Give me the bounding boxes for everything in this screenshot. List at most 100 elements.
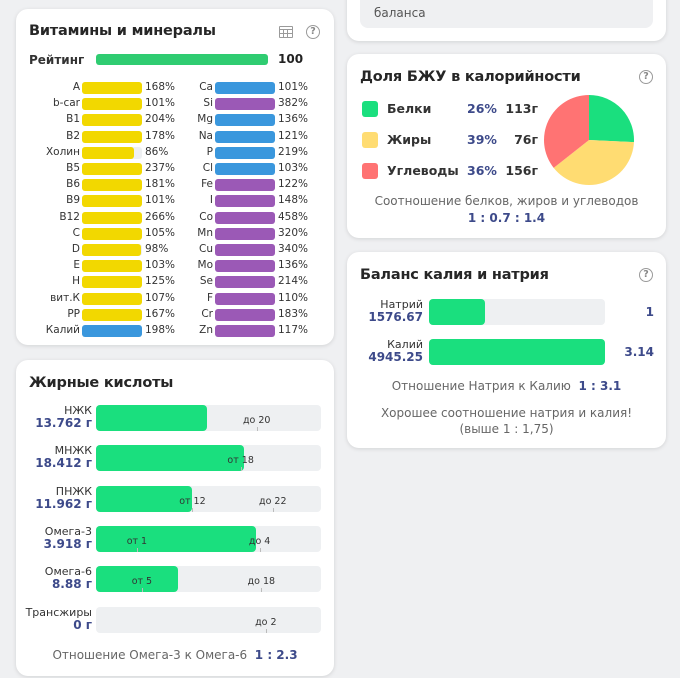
fat-value: 3.918 г [43, 536, 92, 551]
balance-name: Натрий [380, 298, 423, 311]
help-icon[interactable]: ? [639, 268, 653, 282]
balance-value: 4945.25 [368, 350, 423, 364]
nutrient-row: P 219% [16, 145, 334, 160]
fat-track: от 5 до 18 [96, 566, 321, 593]
info-box: баланса [360, 0, 653, 28]
table-icon[interactable] [279, 26, 293, 38]
nutrient-percent: 103% [278, 162, 309, 174]
nutrient-percent: 136% [278, 259, 309, 272]
fat-value: 13.762 г [35, 416, 92, 430]
fat-norm-mark: до 18 [247, 576, 276, 588]
nutrient-bar [82, 211, 142, 224]
nutrient-percent: 101% [145, 97, 176, 110]
balance-fill [429, 339, 605, 365]
nutrient-name: B9 [66, 194, 80, 207]
nutrient-row: Cr 183% [16, 307, 334, 322]
nutrient-row: Zn 117% [16, 323, 334, 338]
nutrient-bar [215, 211, 275, 224]
nutrient-name: вит.К [50, 291, 80, 304]
nutrient-row: B9 101% [16, 193, 334, 208]
nutrient-name: Калий [45, 324, 80, 336]
card-title: Баланс калия и натрия [360, 267, 549, 283]
nutrient-bar [215, 276, 275, 289]
fat-norm-tick [136, 547, 138, 552]
nutrient-percent: 117% [278, 324, 309, 336]
fat-norm-tick [272, 507, 274, 512]
nutrient-bar [215, 292, 275, 305]
nutrient-percent: 181% [145, 178, 176, 191]
nutrient-bar [215, 325, 275, 337]
nutrient-name: Co [199, 210, 213, 223]
nutrient-bar [82, 114, 142, 127]
nutrient-name: B2 [66, 129, 80, 142]
ratio-value: 1 : 3.1 [578, 379, 622, 393]
bju-note: Соотношение белков, жиров и углеводов [374, 194, 639, 208]
nutrient-row: I 148% [16, 193, 334, 208]
legend-grams: 113г [505, 101, 538, 116]
card-title: Жирные кислоты [29, 375, 174, 391]
nutrient-name: Cu [199, 243, 213, 255]
nutrient-name: C [72, 226, 80, 239]
legend-swatch [362, 132, 378, 148]
nutrient-name: F [206, 291, 213, 304]
pie-slice-3 [544, 95, 589, 168]
fat-fill [96, 405, 207, 431]
nutrient-percent: 340% [278, 243, 309, 255]
nutrient-percent: 168% [145, 81, 176, 93]
nutrient-row: E 103% [16, 258, 334, 273]
fat-norm-tick [265, 628, 267, 633]
fat-value: 11.962 г [35, 496, 92, 511]
nutrient-name: Mo [197, 259, 213, 272]
nutrient-row: B12 266% [16, 210, 334, 225]
nutrient-name: PP [67, 307, 80, 320]
nutrient-bar [82, 130, 142, 143]
legend-grams: 76г [514, 132, 538, 147]
ratio-label: Отношение Натрия к Калию [391, 379, 571, 393]
nutrient-name: Si [203, 97, 213, 110]
fat-name: Трансжиры [25, 605, 92, 619]
nutrient-row: C 105% [16, 226, 334, 241]
fat-norm-mark: до 4 [248, 535, 271, 547]
nutrient-name: Zn [199, 324, 213, 336]
nutrient-name: D [71, 243, 80, 255]
nutrient-percent: 167% [145, 307, 176, 320]
nutrient-bar [215, 82, 275, 94]
nutrient-name: Na [198, 129, 213, 142]
balance-name: Калий [387, 338, 423, 351]
nutrient-bar [215, 146, 275, 159]
nutrient-percent: 178% [145, 129, 176, 142]
help-icon[interactable]: ? [306, 25, 320, 39]
nutrient-percent: 198% [145, 324, 176, 336]
nutrient-row: Cu 340% [16, 242, 334, 257]
nutrient-percent: 136% [278, 113, 309, 126]
ratio-value: 1 : 2.3 [254, 648, 298, 662]
nutrient-row: Холин 86% [16, 145, 334, 160]
help-icon[interactable]: ? [639, 70, 653, 84]
nutrient-name: Mn [197, 226, 213, 239]
fat-value: 0 г [73, 617, 92, 632]
rating-bar [96, 54, 268, 65]
nutrient-bar [82, 179, 142, 192]
fat-norm-mark: от 12 [179, 495, 206, 507]
nutrient-bar [215, 227, 275, 240]
fat-norm-tick [256, 427, 258, 431]
nutrient-percent: 458% [278, 210, 309, 223]
nutrient-percent: 121% [278, 129, 309, 142]
omega-ratio-line: Отношение Омега-3 к Омега-6 1 : 2.3 [16, 648, 334, 662]
nutrient-row: D 98% [16, 242, 334, 257]
nutrient-percent: 219% [278, 145, 309, 158]
potassium-sodium-balance-card: Баланс калия и натрия ? Натрий 1576.67 1 Ка… [347, 252, 666, 448]
nutrient-row: b-car 101% [16, 96, 334, 111]
nutrient-row: вит.К 107% [16, 291, 334, 306]
nutrient-percent: 125% [145, 275, 176, 288]
bju-card: Доля БЖУ в калорийности ? Белки 26% 113г Жи… [347, 54, 666, 238]
nutrient-name: A [72, 81, 80, 93]
nutrient-name: Fe [201, 178, 213, 191]
nutrient-row: Mn 320% [16, 226, 334, 241]
fat-track: до 2 [96, 606, 321, 633]
nutrient-name: H [72, 275, 80, 288]
nutrient-row: B6 181% [16, 177, 334, 192]
nutrient-bar [82, 325, 142, 337]
fat-track: от 18 [96, 445, 321, 472]
nutrient-bar [82, 244, 141, 256]
